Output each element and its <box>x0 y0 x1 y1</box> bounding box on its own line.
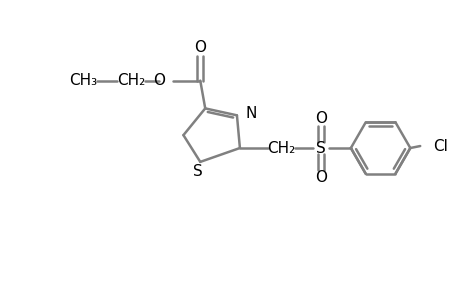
Text: CH₂: CH₂ <box>267 140 295 155</box>
Text: O: O <box>194 40 206 56</box>
Text: CH₃: CH₃ <box>69 73 97 88</box>
Text: O: O <box>153 73 165 88</box>
Text: CH₂: CH₂ <box>117 73 145 88</box>
Text: S: S <box>316 140 325 155</box>
Text: O: O <box>314 170 326 185</box>
Text: S: S <box>193 164 203 179</box>
Text: Cl: Cl <box>432 139 447 154</box>
Text: O: O <box>314 111 326 126</box>
Text: N: N <box>245 106 257 121</box>
